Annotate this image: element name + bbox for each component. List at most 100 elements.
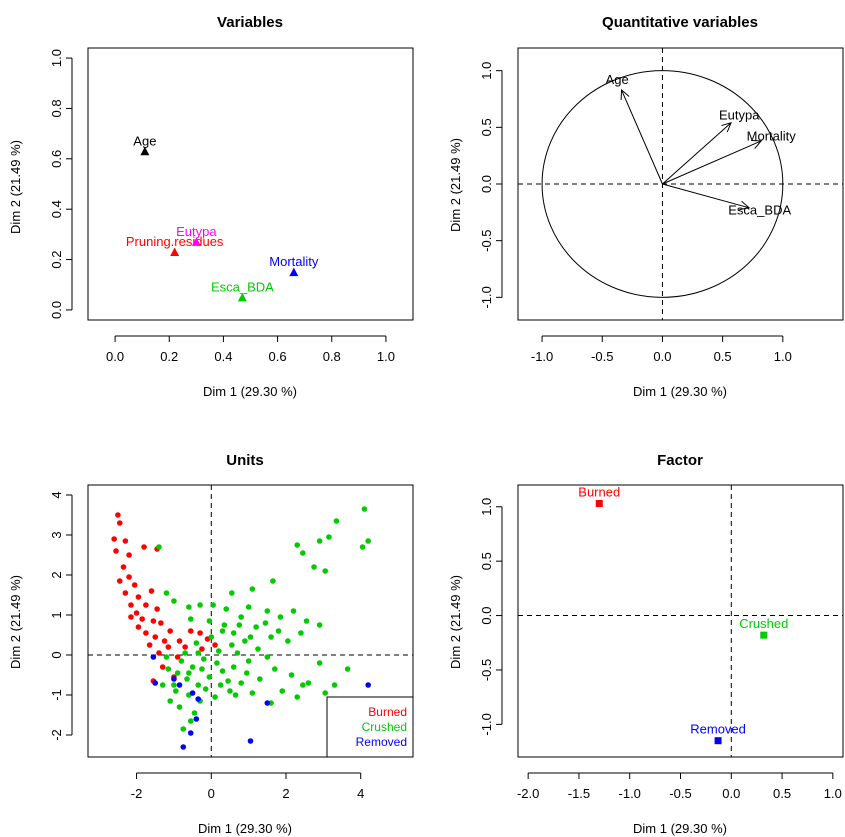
units-x-tick-label: 0 xyxy=(208,786,215,801)
unit-point-burned xyxy=(158,620,164,626)
units-legend-entry-crushed: Crushed xyxy=(362,720,407,734)
unit-point-crushed xyxy=(311,564,317,570)
unit-point-crushed xyxy=(206,618,213,624)
variables-y-tick-label: 0.4 xyxy=(49,200,64,218)
factor-plot-frame xyxy=(517,484,844,758)
quantitative-variables-panel: Quantitative variables Dim 1 (29.30 %) D… xyxy=(448,14,844,399)
variables-plot-frame xyxy=(87,47,414,321)
quantitative-y-tick-label: -1.0 xyxy=(479,286,494,308)
unit-point-crushed xyxy=(197,602,203,608)
unit-point-burned xyxy=(156,650,162,656)
unit-point-crushed xyxy=(255,646,261,652)
unit-point-crushed xyxy=(174,670,181,676)
unit-point-crushed xyxy=(249,586,256,592)
unit-point-crushed xyxy=(178,658,185,664)
unit-point-burned xyxy=(115,512,121,518)
variable-point-esca-bda xyxy=(237,292,247,302)
unit-point-burned xyxy=(176,638,183,644)
variable-point-age xyxy=(140,146,150,156)
unit-point-burned xyxy=(182,644,188,650)
unit-point-crushed xyxy=(199,666,205,672)
unit-point-crushed xyxy=(176,704,183,710)
unit-point-crushed xyxy=(219,628,226,634)
unit-point-crushed xyxy=(316,622,323,628)
unit-point-removed xyxy=(176,682,183,688)
arrow-head-mortality xyxy=(751,140,763,149)
unit-point-crushed xyxy=(206,674,213,680)
unit-point-crushed xyxy=(344,666,351,672)
unit-point-crushed xyxy=(229,642,235,648)
unit-point-burned xyxy=(167,628,173,634)
variables-y-tick-label: 0.8 xyxy=(49,99,64,117)
unit-point-crushed xyxy=(245,604,252,610)
factor-point-burned xyxy=(595,499,603,507)
unit-point-burned xyxy=(126,552,132,558)
unit-point-crushed xyxy=(331,682,338,688)
unit-point-crushed xyxy=(333,518,340,524)
unit-point-crushed xyxy=(316,660,323,666)
arrow-shaft-esca-bda xyxy=(662,183,750,209)
units-legend-box xyxy=(326,696,414,758)
unit-point-burned xyxy=(131,582,138,588)
unit-point-crushed xyxy=(305,680,312,686)
units-x-tick-label: -2 xyxy=(131,786,143,801)
quantitative-variables-title: Quantitative variables xyxy=(602,14,758,31)
variable-label-mortality: Mortality xyxy=(269,254,319,269)
unit-point-burned xyxy=(143,602,149,608)
unit-point-crushed xyxy=(212,694,218,700)
unit-point-crushed xyxy=(191,710,198,716)
unit-point-crushed xyxy=(167,698,173,704)
unit-point-crushed xyxy=(298,630,304,636)
factor-label-removed: Removed xyxy=(690,722,746,737)
factor-x-tick-label: -1.0 xyxy=(619,786,641,801)
unit-point-burned xyxy=(199,646,205,652)
unit-point-crushed xyxy=(187,616,194,622)
unit-point-crushed xyxy=(184,676,190,682)
unit-point-crushed xyxy=(294,542,300,548)
factor-point-crushed xyxy=(760,631,768,639)
quantitative-y-tick-label: 0.0 xyxy=(479,175,494,193)
arrow-shaft-eutypa xyxy=(662,122,732,185)
arrow-shaft-age xyxy=(621,89,663,185)
factor-xlabel: Dim 1 (29.30 %) xyxy=(633,821,727,836)
quantitative-x-tick-label: 0.5 xyxy=(714,349,732,364)
variables-x-tick-label: 0.8 xyxy=(323,349,341,364)
factor-y-tick-label: 1.0 xyxy=(479,498,494,516)
unit-point-burned xyxy=(141,544,147,550)
unit-point-crushed xyxy=(156,544,162,550)
unit-point-burned xyxy=(116,578,123,584)
variables-panel: Variables Dim 1 (29.30 %) Dim 2 (21.49 %… xyxy=(8,14,414,399)
unit-point-crushed xyxy=(208,634,215,640)
factor-x-tick-label: -0.5 xyxy=(669,786,691,801)
variables-x-tick-label: 0.2 xyxy=(160,349,178,364)
factor-x-tick-label: 0.5 xyxy=(773,786,791,801)
unit-point-crushed xyxy=(238,680,244,686)
unit-point-crushed xyxy=(186,670,192,676)
units-panel: Units Dim 1 (29.30 %) Dim 2 (21.49 %) -2… xyxy=(8,452,414,836)
unit-point-crushed xyxy=(236,622,243,628)
unit-point-crushed xyxy=(163,654,170,660)
unit-point-crushed xyxy=(201,656,207,662)
arrow-label-eutypa: Eutypa xyxy=(719,107,760,122)
unit-point-crushed xyxy=(277,614,284,620)
variables-y-tick-label: 1.0 xyxy=(49,49,64,67)
arrow-head-esca-bda xyxy=(739,200,751,211)
unit-point-removed xyxy=(189,690,196,696)
factor-ylabel: Dim 2 (21.49 %) xyxy=(448,575,463,669)
units-ylabel: Dim 2 (21.49 %) xyxy=(8,575,23,669)
factor-y-tick-label: 0.5 xyxy=(479,552,494,570)
unit-point-crushed xyxy=(202,686,209,692)
unit-point-crushed xyxy=(294,694,300,700)
unit-point-crushed xyxy=(326,534,332,540)
unit-point-crushed xyxy=(322,690,329,696)
unit-point-removed xyxy=(152,680,159,686)
factor-panel: Factor Dim 1 (29.30 %) Dim 2 (21.49 %) -… xyxy=(448,452,844,836)
variables-title: Variables xyxy=(217,14,283,31)
unit-point-burned xyxy=(161,638,168,644)
variables-y-tick-label: 0.6 xyxy=(49,150,64,168)
unit-point-burned xyxy=(146,642,153,648)
variables-x-tick-label: 0.6 xyxy=(269,349,287,364)
unit-point-burned xyxy=(126,574,132,580)
unit-point-crushed xyxy=(230,664,237,670)
